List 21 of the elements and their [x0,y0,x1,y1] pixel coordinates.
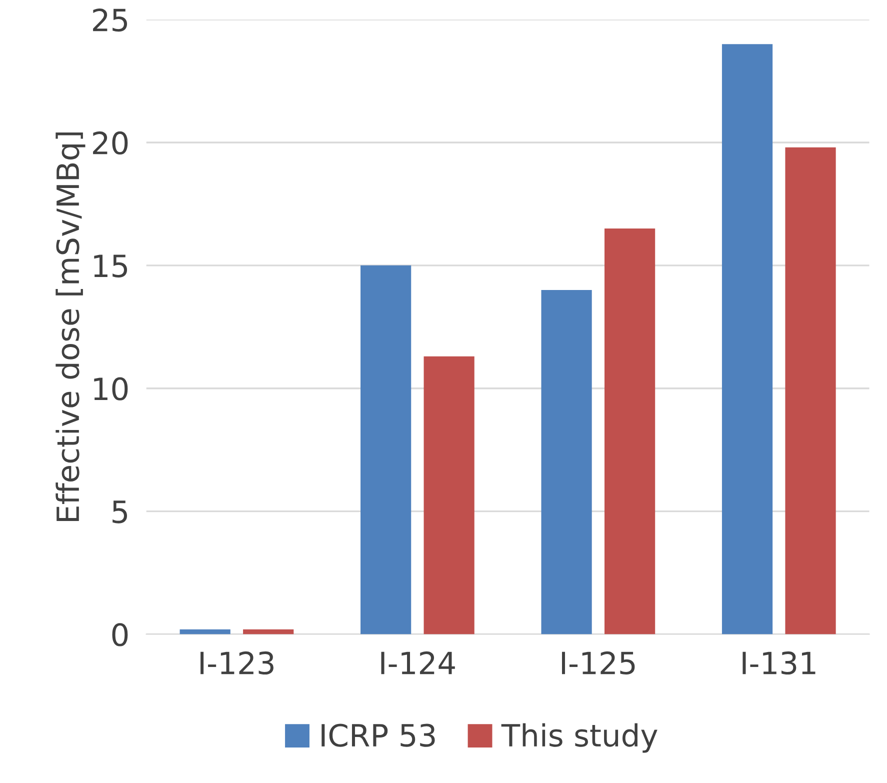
bar [180,629,230,634]
legend-label: ICRP 53 [322,724,435,747]
y-tick-label: 10 [94,377,128,400]
bar [604,228,656,634]
y-tick-label: 0 [112,623,128,646]
x-tick-label: I-123 [200,651,274,675]
x-tick-label: I-124 [381,651,455,674]
x-tick-label: I-131 [742,651,816,675]
y-tick-label: 20 [93,131,128,155]
y-axis-title: Effective dose [mSv/MBq] [56,132,86,521]
bar [722,44,773,634]
bar [541,290,592,634]
bar [424,356,474,634]
bar [785,147,836,634]
x-tick-label: I-125 [562,651,635,675]
y-tick-label: 25 [93,8,128,32]
y-tick-label: 5 [112,500,128,524]
legend-label: This study [501,723,658,753]
y-tick-label: 15 [94,254,128,278]
bar [243,629,294,634]
bar [360,265,412,634]
